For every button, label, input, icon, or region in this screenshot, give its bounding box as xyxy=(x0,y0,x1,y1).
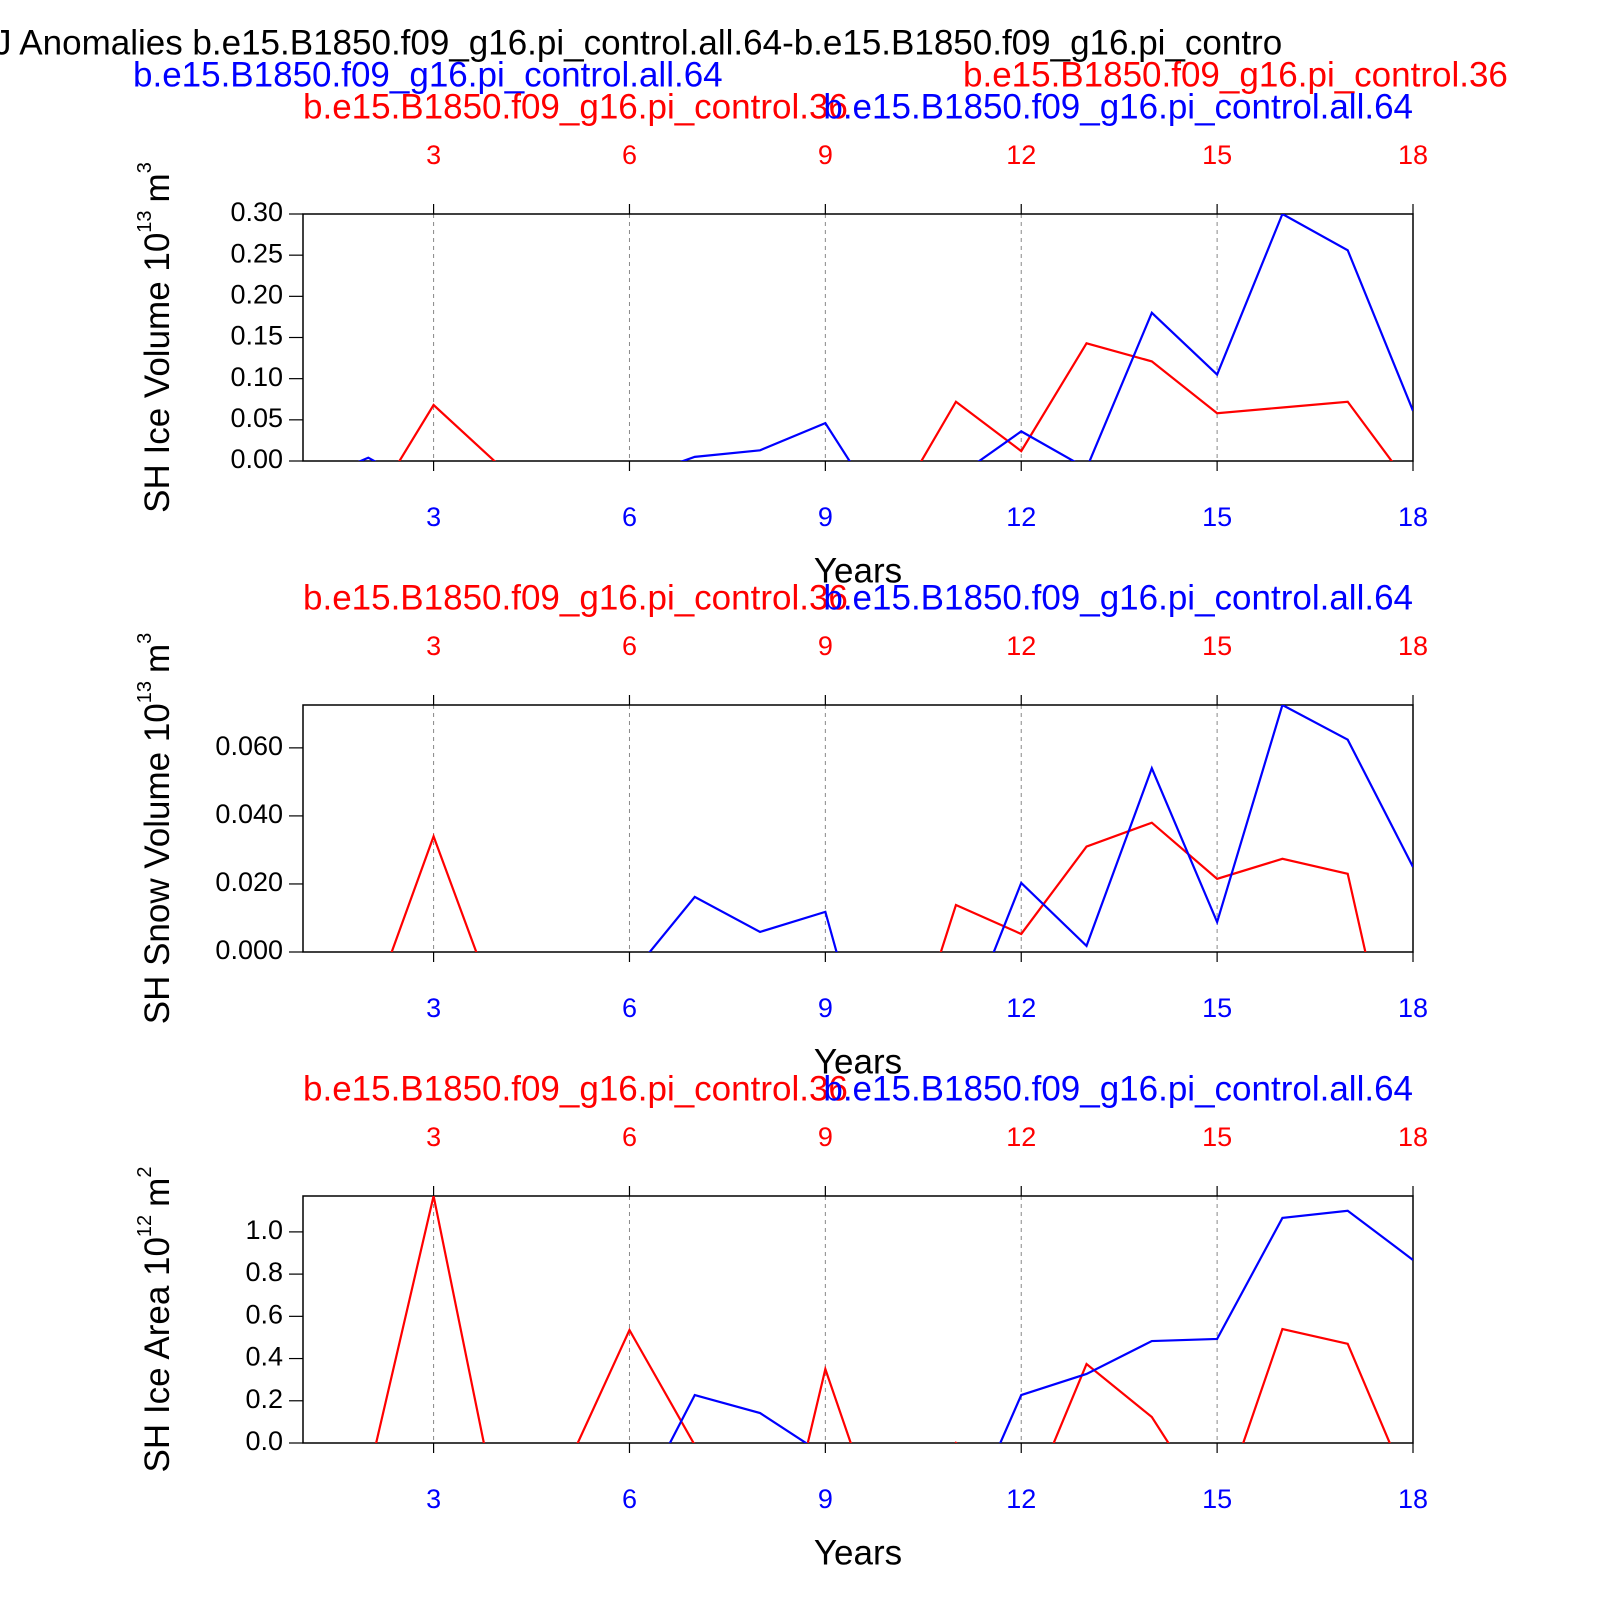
y-axis-label-part: 13 xyxy=(134,210,156,232)
x-tick-label-top: 3 xyxy=(426,631,441,661)
x-tick-label: 12 xyxy=(1006,502,1036,532)
y-tick-label: 0.040 xyxy=(215,799,283,829)
x-tick-label: 15 xyxy=(1202,502,1232,532)
plot-frame xyxy=(302,704,1414,953)
y-tick-label: 0.8 xyxy=(245,1257,283,1287)
y-tick-label: 0.05 xyxy=(230,403,283,433)
x-tick-label-top: 15 xyxy=(1202,631,1232,661)
series-line xyxy=(648,705,1413,952)
y-axis-label-part: 2 xyxy=(134,1167,156,1178)
x-tick-label: 9 xyxy=(818,1484,833,1514)
left-string: b.e15.B1850.f09_g16.pi_control.all.64 xyxy=(133,55,723,94)
y-tick-label: 0.2 xyxy=(245,1384,283,1414)
y-axis-label: SH Snow Volume 1013 m3 xyxy=(134,633,177,1025)
x-axis-label: Years xyxy=(814,551,902,590)
x-tick-label: 12 xyxy=(1006,1484,1036,1514)
x-axis-label: Years xyxy=(814,1042,902,1081)
x-tick-label: 9 xyxy=(818,993,833,1023)
series-label: b.e15.B1850.f09_g16.pi_control.all.64 xyxy=(823,578,1413,617)
x-tick-label: 9 xyxy=(818,502,833,532)
chart-title: J Anomalies b.e15.B1850.f09_g16.pi_contr… xyxy=(0,23,1282,62)
x-tick-label-top: 6 xyxy=(622,140,637,170)
y-axis-label-part: 3 xyxy=(134,633,156,644)
x-tick-label-top: 15 xyxy=(1202,1122,1232,1152)
x-tick-label-top: 18 xyxy=(1398,1122,1428,1152)
y-tick-label: 0.00 xyxy=(230,444,283,474)
x-tick-label: 18 xyxy=(1398,502,1428,532)
x-tick-label: 3 xyxy=(426,1484,441,1514)
x-tick-label: 18 xyxy=(1398,1484,1428,1514)
x-tick-label-top: 9 xyxy=(818,140,833,170)
right-string: b.e15.B1850.f09_g16.pi_control.36 xyxy=(963,55,1508,94)
y-tick-label: 1.0 xyxy=(245,1215,283,1245)
x-axis-label: Years xyxy=(814,1533,902,1572)
x-tick-label-top: 12 xyxy=(1006,631,1036,661)
x-tick-label: 6 xyxy=(622,1484,637,1514)
x-tick-label-top: 12 xyxy=(1006,140,1036,170)
y-tick-label: 0.0 xyxy=(245,1426,283,1456)
y-tick-label: 0.25 xyxy=(230,238,283,268)
x-tick-label: 18 xyxy=(1398,993,1428,1023)
x-tick-label: 15 xyxy=(1202,993,1232,1023)
y-axis-label-part: 13 xyxy=(134,681,156,703)
y-axis-label: SH Ice Area 1012 m2 xyxy=(134,1167,177,1473)
x-tick-label-top: 3 xyxy=(426,140,441,170)
x-tick-label-top: 6 xyxy=(622,1122,637,1152)
y-tick-label: 0.30 xyxy=(230,197,283,227)
x-tick-label: 3 xyxy=(426,502,441,532)
x-tick-label-top: 9 xyxy=(818,631,833,661)
y-tick-label: 0.020 xyxy=(215,867,283,897)
y-axis-label-part: m xyxy=(138,173,177,202)
y-axis-label-part: m xyxy=(138,644,177,673)
series-line xyxy=(398,341,1394,461)
y-axis-label-part: 12 xyxy=(134,1215,156,1237)
series-line xyxy=(668,1209,1413,1443)
x-tick-label: 12 xyxy=(1006,993,1036,1023)
y-axis-label-part: SH Ice Area 10 xyxy=(138,1237,177,1472)
x-tick-label: 6 xyxy=(622,502,637,532)
series-label: b.e15.B1850.f09_g16.pi_control.36 xyxy=(303,87,848,126)
x-tick-label-top: 3 xyxy=(426,1122,441,1152)
y-axis-label-part: m xyxy=(138,1178,177,1207)
y-tick-label: 0.10 xyxy=(230,362,283,392)
x-tick-label-top: 9 xyxy=(818,1122,833,1152)
x-tick-label-top: 6 xyxy=(622,631,637,661)
plot-frame xyxy=(302,213,1414,462)
y-tick-label: 0.000 xyxy=(215,935,283,965)
plot-frame xyxy=(302,1195,1414,1444)
x-tick-label-top: 18 xyxy=(1398,140,1428,170)
x-tick-label-top: 15 xyxy=(1202,140,1232,170)
y-axis-label-part: 3 xyxy=(134,162,156,173)
y-tick-label: 0.6 xyxy=(245,1299,283,1329)
y-tick-label: 0.20 xyxy=(230,279,283,309)
series-label: b.e15.B1850.f09_g16.pi_control.all.64 xyxy=(823,87,1413,126)
x-tick-label: 15 xyxy=(1202,1484,1232,1514)
series-line xyxy=(357,214,1413,461)
y-axis-label: SH Ice Volume 1013 m3 xyxy=(134,162,177,513)
x-tick-label-top: 18 xyxy=(1398,631,1428,661)
series-line xyxy=(390,821,1367,952)
series-label: b.e15.B1850.f09_g16.pi_control.all.64 xyxy=(823,1069,1413,1108)
y-axis-label-part: SH Snow Volume 10 xyxy=(138,703,177,1024)
series-label: b.e15.B1850.f09_g16.pi_control.36 xyxy=(303,1069,848,1108)
x-tick-label-top: 12 xyxy=(1006,1122,1036,1152)
x-tick-label: 3 xyxy=(426,993,441,1023)
y-tick-label: 0.4 xyxy=(245,1342,283,1372)
y-tick-label: 0.15 xyxy=(230,321,283,351)
x-tick-label: 6 xyxy=(622,993,637,1023)
series-label: b.e15.B1850.f09_g16.pi_control.36 xyxy=(303,578,848,617)
y-axis-label-part: SH Ice Volume 10 xyxy=(138,233,177,513)
y-tick-label: 0.060 xyxy=(215,731,283,761)
